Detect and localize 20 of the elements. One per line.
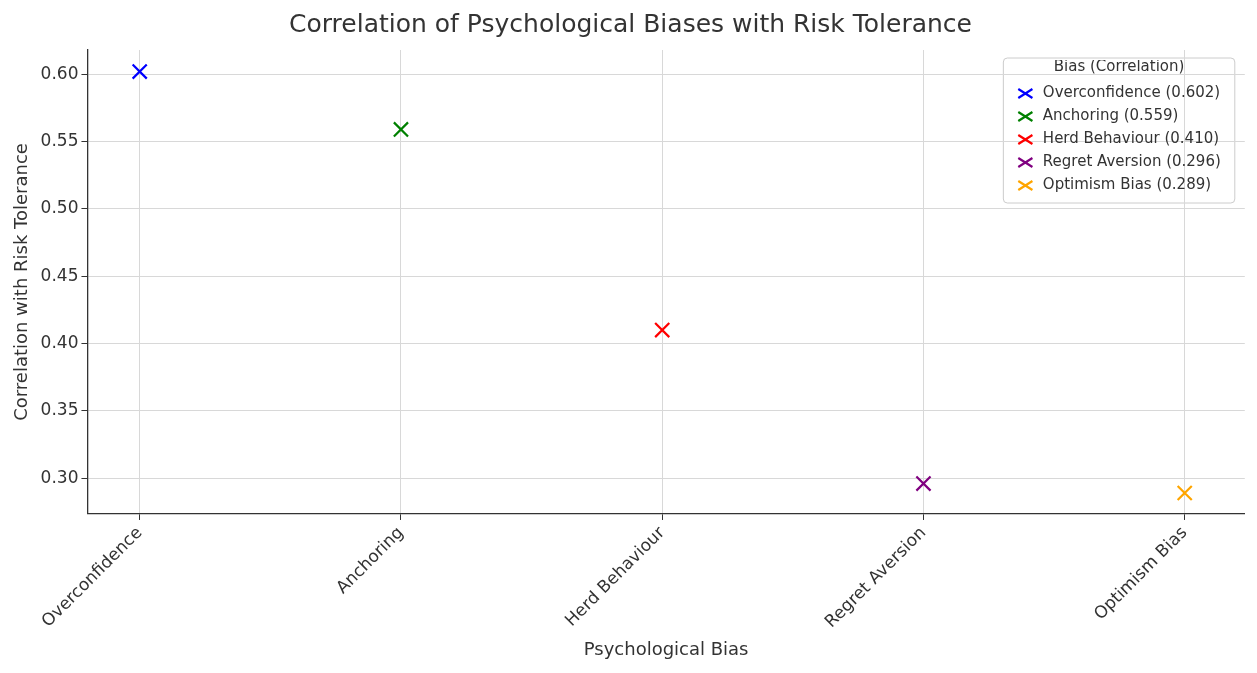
y-tick-label: 0.35 (40, 399, 79, 420)
point (131, 63, 148, 80)
y-tick-label: 0.40 (40, 331, 79, 352)
point (915, 475, 932, 492)
x-axis-title: Psychological Bias (583, 637, 749, 659)
y-tick-label: 0.60 (40, 62, 79, 83)
y-axis-title: Correlation with Risk Tolerance (10, 143, 32, 421)
point (1176, 484, 1193, 502)
point (392, 121, 410, 138)
y-tick-label: 0.55 (40, 129, 79, 150)
y-tick-label: 0.30 (40, 466, 79, 487)
y-tick-label: 0.45 (40, 264, 79, 285)
legend-label: Herd Behaviour (0.410) (1042, 129, 1220, 148)
legend-label: Regret Aversion (0.296) (1042, 152, 1221, 171)
legend-label: Optimism Bias (0.289) (1042, 175, 1212, 194)
chart-title: Correlation of Psychological Biases with Risk Tolerance (289, 8, 972, 38)
legend-label: Overconfidence (0.602) (1042, 83, 1221, 102)
y-tick-label: 0.50 (40, 197, 79, 218)
legend-label: Anchoring (0.559) (1042, 106, 1179, 125)
point (654, 321, 671, 339)
